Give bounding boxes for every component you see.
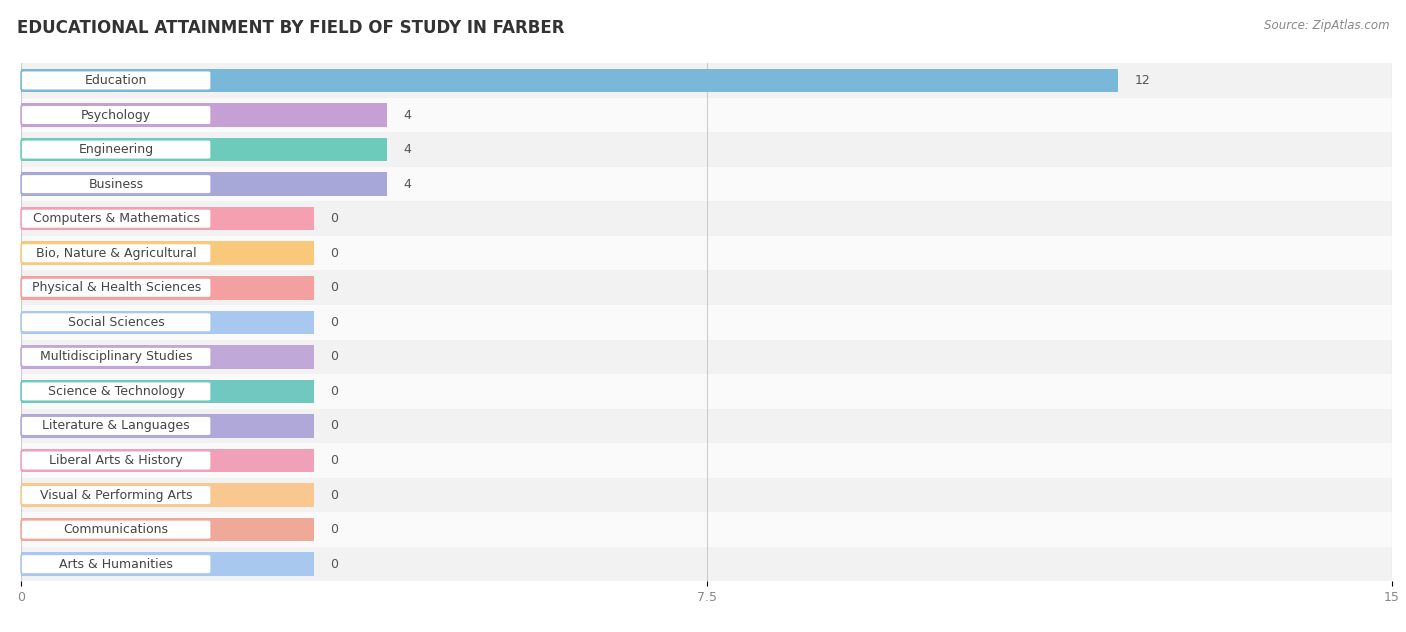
Text: Social Sciences: Social Sciences (67, 316, 165, 329)
Bar (21, 98, 1392, 132)
Bar (21, 443, 1392, 478)
Bar (21, 339, 1392, 374)
FancyBboxPatch shape (21, 485, 211, 505)
Text: 0: 0 (330, 385, 337, 398)
Bar (21, 478, 1392, 513)
Text: 4: 4 (404, 178, 411, 191)
Text: EDUCATIONAL ATTAINMENT BY FIELD OF STUDY IN FARBER: EDUCATIONAL ATTAINMENT BY FIELD OF STUDY… (17, 19, 564, 37)
Text: Liberal Arts & History: Liberal Arts & History (49, 454, 183, 467)
FancyBboxPatch shape (21, 520, 211, 540)
Text: Source: ZipAtlas.com: Source: ZipAtlas.com (1264, 19, 1389, 32)
Bar (21, 345, 314, 368)
Bar (21, 241, 314, 265)
Bar (21, 414, 314, 438)
FancyBboxPatch shape (21, 382, 211, 401)
Bar (21, 132, 1392, 167)
Text: 0: 0 (330, 316, 337, 329)
Bar (21, 305, 1392, 339)
Bar (21, 518, 314, 542)
Bar (21, 409, 1392, 443)
FancyBboxPatch shape (21, 105, 211, 125)
Bar (21, 173, 387, 196)
FancyBboxPatch shape (21, 554, 211, 574)
Text: 0: 0 (330, 454, 337, 467)
Text: Visual & Performing Arts: Visual & Performing Arts (39, 489, 193, 502)
Text: 0: 0 (330, 246, 337, 260)
Text: Computers & Mathematics: Computers & Mathematics (32, 212, 200, 225)
Text: 0: 0 (330, 523, 337, 536)
Text: Physical & Health Sciences: Physical & Health Sciences (31, 281, 201, 295)
FancyBboxPatch shape (21, 140, 211, 159)
Text: Engineering: Engineering (79, 143, 153, 156)
Text: 0: 0 (330, 489, 337, 502)
Text: Communications: Communications (63, 523, 169, 536)
FancyBboxPatch shape (21, 451, 211, 470)
Text: 4: 4 (404, 109, 411, 121)
FancyBboxPatch shape (21, 209, 211, 229)
FancyBboxPatch shape (21, 243, 211, 263)
Bar (21, 276, 314, 300)
Bar (21, 103, 387, 127)
Text: 0: 0 (330, 281, 337, 295)
Bar (21, 69, 1118, 92)
Bar (21, 207, 314, 231)
Text: 0: 0 (330, 350, 337, 363)
Bar (21, 380, 314, 403)
Bar (21, 310, 314, 334)
Text: Multidisciplinary Studies: Multidisciplinary Studies (39, 350, 193, 363)
Text: Arts & Humanities: Arts & Humanities (59, 557, 173, 571)
Text: 4: 4 (404, 143, 411, 156)
Bar (21, 167, 1392, 202)
Text: Business: Business (89, 178, 143, 191)
Text: 0: 0 (330, 557, 337, 571)
Text: 12: 12 (1135, 74, 1150, 87)
FancyBboxPatch shape (21, 71, 211, 90)
Bar (21, 513, 1392, 547)
Bar (21, 63, 1392, 98)
Bar (21, 374, 1392, 409)
Bar (21, 138, 387, 161)
Bar (21, 270, 1392, 305)
Bar (21, 236, 1392, 270)
Text: Science & Technology: Science & Technology (48, 385, 184, 398)
Bar (21, 202, 1392, 236)
Bar (21, 552, 314, 576)
Text: Bio, Nature & Agricultural: Bio, Nature & Agricultural (35, 246, 197, 260)
Text: Psychology: Psychology (82, 109, 152, 121)
FancyBboxPatch shape (21, 312, 211, 332)
Text: Education: Education (84, 74, 148, 87)
Bar (21, 547, 1392, 581)
Bar (21, 483, 314, 507)
FancyBboxPatch shape (21, 278, 211, 298)
FancyBboxPatch shape (21, 174, 211, 194)
FancyBboxPatch shape (21, 416, 211, 436)
FancyBboxPatch shape (21, 347, 211, 367)
Text: Literature & Languages: Literature & Languages (42, 420, 190, 432)
Text: 0: 0 (330, 212, 337, 225)
Bar (21, 449, 314, 472)
Text: 0: 0 (330, 420, 337, 432)
